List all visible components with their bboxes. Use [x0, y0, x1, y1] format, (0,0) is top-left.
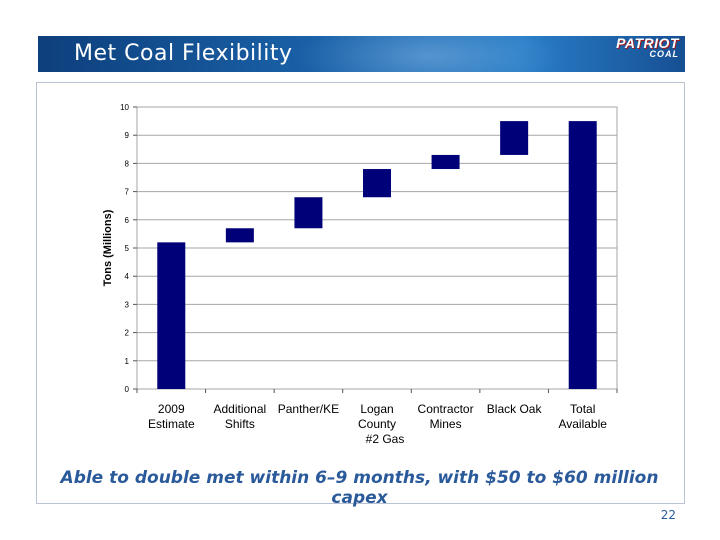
chart-panel: 0 1 2 3 4 5 6 7 8 9 10 Tons (Millions) 2009 Estimate A…: [36, 82, 685, 504]
y-axis-label: Tons (Millions): [102, 209, 114, 286]
title-banner: Met Coal Flexibility PATRIOT COAL: [38, 36, 685, 72]
y-tick-label: 9: [125, 131, 130, 140]
x-category-label: Panther/KE: [278, 402, 339, 416]
x-category-label: Contractor: [418, 402, 474, 416]
x-category-label: #2 Gas: [366, 432, 405, 446]
logo-main-text: PATRIOT: [616, 36, 679, 51]
y-tick-label: 10: [120, 103, 129, 112]
bar: [431, 154, 460, 170]
y-tick-label: 6: [125, 216, 130, 225]
x-category-label: Black Oak: [487, 402, 543, 416]
x-category-label: Additional: [213, 402, 266, 416]
x-category-label: Estimate: [148, 417, 195, 431]
patriot-coal-logo: PATRIOT COAL: [616, 36, 679, 59]
y-tick-label: 8: [125, 159, 130, 168]
bar: [157, 242, 186, 389]
y-tick-label: 2: [125, 329, 130, 338]
slide-caption: Able to double met within 6–9 months, wi…: [60, 468, 659, 508]
x-category-label: Total: [570, 402, 595, 416]
y-tick-label: 1: [125, 357, 130, 366]
bar: [568, 121, 597, 389]
logo-sub-text: COAL: [649, 49, 679, 59]
y-tick-label: 0: [125, 385, 130, 394]
y-tick-label: 3: [125, 300, 130, 309]
bar: [500, 121, 529, 155]
y-tick-label: 5: [125, 244, 130, 253]
x-category-label: County: [358, 417, 396, 431]
slide-title: Met Coal Flexibility: [74, 41, 293, 66]
bar: [294, 197, 323, 229]
x-category-label: Shifts: [225, 417, 255, 431]
y-tick-label: 7: [125, 188, 130, 197]
x-category-label: Available: [558, 417, 607, 431]
banner-highlight: [298, 36, 558, 72]
x-category-label: 2009: [158, 402, 185, 416]
bar: [363, 169, 391, 198]
x-category-label: Logan: [360, 402, 393, 416]
bar: [225, 228, 254, 243]
y-tick-label: 4: [125, 272, 130, 281]
page-number: 22: [660, 508, 676, 522]
x-category-label: Mines: [430, 417, 462, 431]
